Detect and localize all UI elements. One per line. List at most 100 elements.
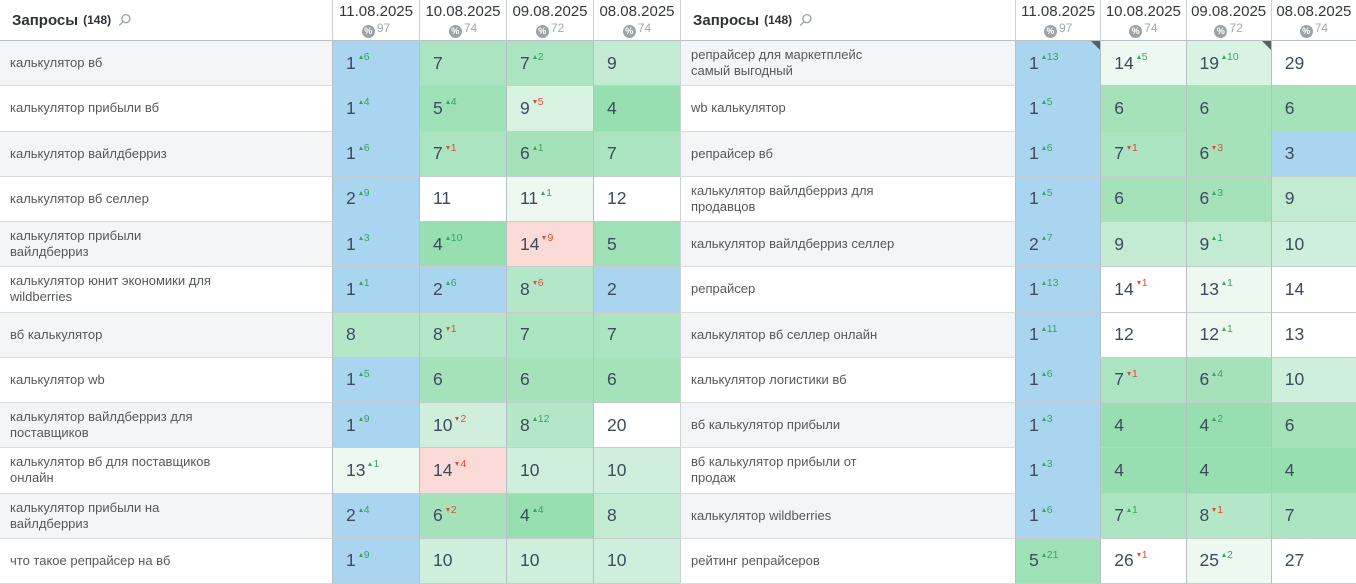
position-cell[interactable]: 27 (1270, 538, 1356, 584)
position-cell[interactable]: 4 (593, 86, 680, 132)
position-cell[interactable]: 10 (506, 448, 593, 494)
date-column-header[interactable]: 10.08.2025 % 74 (419, 0, 506, 41)
keyword-cell[interactable]: калькулятор вб селлер (0, 176, 332, 222)
date-column-header[interactable]: 08.08.2025 % 74 (1270, 0, 1356, 41)
keyword-cell[interactable]: рейтинг репрайсеров (680, 538, 1015, 584)
position-cell[interactable]: 6 (1185, 86, 1271, 132)
position-cell[interactable]: 9 (1270, 176, 1356, 222)
position-cell[interactable]: 6 (593, 357, 680, 403)
keyword-cell[interactable]: wb калькулятор (680, 86, 1015, 132)
position-cell[interactable]: 10 (1270, 222, 1356, 268)
position-cell[interactable]: 6 (506, 357, 593, 403)
date-column-header[interactable]: 08.08.2025 % 74 (593, 0, 680, 41)
keyword-cell[interactable]: калькулятор вб (0, 41, 332, 87)
keyword-cell[interactable]: что такое репрайсер на вб (0, 538, 332, 584)
position-cell[interactable]: 10 (593, 448, 680, 494)
position-cell[interactable]: 4 10 (419, 222, 506, 268)
keyword-cell[interactable]: вб калькулятор прибыли от продаж (680, 448, 1015, 494)
position-cell[interactable]: 5 (593, 222, 680, 268)
position-cell[interactable]: 4 (1270, 448, 1356, 494)
position-cell[interactable]: 14 9 (506, 222, 593, 268)
position-cell[interactable]: 7 (593, 131, 680, 177)
date-column-header[interactable]: 09.08.2025 % 72 (1185, 0, 1271, 41)
keyword-cell[interactable]: калькулятор вайлдберриз для продавцов (680, 176, 1015, 222)
keyword-cell[interactable]: вб калькулятор (0, 312, 332, 358)
position-cell[interactable]: 6 (1270, 86, 1356, 132)
date-column-header[interactable]: 09.08.2025 % 72 (506, 0, 593, 41)
position-cell[interactable]: 20 (593, 403, 680, 449)
position-cell[interactable]: 26 1 (1100, 538, 1186, 584)
search-icon[interactable] (117, 13, 132, 28)
position-cell[interactable]: 5 21 (1015, 538, 1101, 584)
position-cell[interactable]: 12 1 (1185, 312, 1271, 358)
position-cell[interactable]: 6 (1100, 176, 1186, 222)
position-cell[interactable]: 9 (593, 41, 680, 87)
position-cell[interactable]: 7 (593, 312, 680, 358)
position-cell[interactable]: 6 (1100, 86, 1186, 132)
position-cell[interactable]: 7 (419, 41, 506, 87)
position-cell[interactable]: 8 (593, 493, 680, 539)
position-cell[interactable]: 4 (1100, 448, 1186, 494)
keyword-cell[interactable]: калькулятор прибыли вб (0, 86, 332, 132)
position-cell[interactable]: 10 (419, 538, 506, 584)
keyword-cell[interactable]: калькулятор юнит экономики для wildberri… (0, 267, 332, 313)
position-cell[interactable]: 7 (506, 312, 593, 358)
date-column-header[interactable]: 11.08.2025 % 97 (332, 0, 419, 41)
keyword-cell[interactable]: калькулятор вайлдберриз селлер (680, 222, 1015, 268)
position-cell[interactable]: 14 (1270, 267, 1356, 313)
position-cell[interactable]: 29 (1270, 41, 1356, 87)
position-cell[interactable]: 12 (1100, 312, 1186, 358)
position-cell[interactable]: 14 5 (1100, 41, 1186, 87)
position-cell[interactable]: 2 (593, 267, 680, 313)
position-cell[interactable]: 14 1 (1100, 267, 1186, 313)
position-cell[interactable]: 13 (1270, 312, 1356, 358)
keyword-cell[interactable]: калькулятор прибыли вайлдберриз (0, 222, 332, 268)
position-cell[interactable]: 6 (1270, 403, 1356, 449)
position-cell[interactable]: 13 1 (1185, 267, 1271, 313)
keyword-cell[interactable]: репрайсер (680, 267, 1015, 313)
date-column-header[interactable]: 10.08.2025 % 74 (1100, 0, 1186, 41)
keyword-cell[interactable]: калькулятор вайлдберриз для поставщиков (0, 403, 332, 449)
position-cell[interactable]: 14 4 (419, 448, 506, 494)
keyword-cell[interactable]: репрайсер вб (680, 131, 1015, 177)
keyword-cell[interactable]: калькулятор логистики вб (680, 357, 1015, 403)
date-column-header[interactable]: 11.08.2025 % 97 (1015, 0, 1101, 41)
keyword-cell[interactable]: калькулятор вайлдберриз (0, 131, 332, 177)
position-cell[interactable]: 4 (1185, 448, 1271, 494)
keyword-cell[interactable]: вб калькулятор прибыли (680, 403, 1015, 449)
keyword-cell[interactable]: калькулятор вб селлер онлайн (680, 312, 1015, 358)
position-cell[interactable]: 1 13 (1015, 41, 1101, 87)
position-cell[interactable]: 3 (1270, 131, 1356, 177)
position-cell[interactable]: 13 1 (332, 448, 419, 494)
